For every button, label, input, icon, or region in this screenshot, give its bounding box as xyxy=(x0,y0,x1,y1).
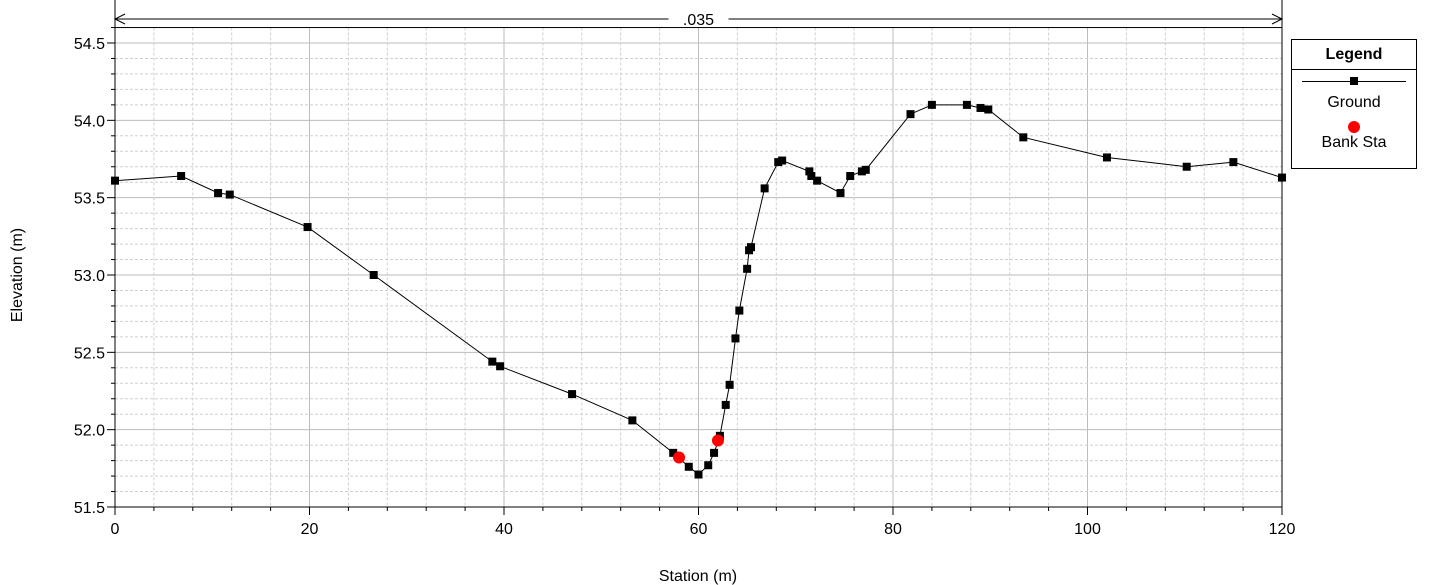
ground-point xyxy=(214,189,223,198)
ground-point xyxy=(496,362,505,371)
ground-point xyxy=(710,448,719,457)
legend-item-ground: Ground xyxy=(1292,70,1416,116)
y-tick-label: 54.5 xyxy=(74,36,105,53)
ground-point xyxy=(984,105,993,114)
grid xyxy=(115,27,1282,507)
ground-point xyxy=(813,176,822,185)
legend-label-bank-sta: Bank Sta xyxy=(1321,134,1387,151)
y-tick-label: 53.5 xyxy=(74,191,105,208)
ground-point xyxy=(225,190,234,199)
x-tick-label: 20 xyxy=(301,521,319,538)
y-axis-label: Elevation (m) xyxy=(9,228,26,322)
ground-point xyxy=(962,100,971,109)
ground-point xyxy=(725,380,734,389)
ground-point xyxy=(303,223,312,232)
x-tick-label: 0 xyxy=(111,521,120,538)
ground-point xyxy=(747,243,756,252)
legend-title: Legend xyxy=(1292,40,1416,70)
ground-point xyxy=(760,184,769,193)
ground-point xyxy=(694,470,703,479)
y-tick-label: 51.5 xyxy=(74,500,105,517)
x-tick-label: 120 xyxy=(1269,521,1296,538)
ground-point xyxy=(743,264,752,273)
ground-point xyxy=(1182,162,1191,171)
ground-point xyxy=(369,271,378,279)
ground-point xyxy=(778,156,787,165)
x-axis-label: Station (m) xyxy=(659,568,737,585)
ground-point xyxy=(731,334,740,343)
ground-point xyxy=(568,390,577,399)
y-tick-label: 52.0 xyxy=(74,423,105,440)
ground-point xyxy=(111,176,119,185)
ground-point xyxy=(721,400,730,409)
ground-point xyxy=(1278,173,1286,182)
ground-point xyxy=(906,110,915,119)
x-tick-label: 40 xyxy=(495,521,513,538)
x-axis-ticks: 0 20 40 60 80 100 120 xyxy=(111,507,1296,538)
bank-station-point xyxy=(711,434,724,447)
ground-point xyxy=(735,306,744,315)
y-axis-ticks: 51.5 52.0 52.5 53.0 53.5 54.0 54.5 xyxy=(74,27,115,517)
ground-point xyxy=(976,103,985,112)
manning-n-label: .035 xyxy=(683,12,714,29)
x-tick-label: 60 xyxy=(690,521,708,538)
ground-point xyxy=(861,165,870,174)
ground-point xyxy=(628,416,637,425)
ground-point xyxy=(488,357,497,366)
ground-point xyxy=(684,462,693,471)
ground-point xyxy=(927,100,936,109)
legend: Legend Ground Bank Sta xyxy=(1291,39,1417,169)
ground-point xyxy=(1229,158,1238,167)
legend-item-bank-sta: Bank Sta xyxy=(1292,116,1416,166)
data-series xyxy=(111,100,1286,479)
y-tick-label: 52.5 xyxy=(74,345,105,362)
circle-marker-icon xyxy=(1348,121,1360,133)
ground-point xyxy=(846,172,855,181)
arrow-head-left-icon xyxy=(113,13,126,25)
x-tick-label: 80 xyxy=(884,521,902,538)
y-tick-label: 53.0 xyxy=(74,268,105,285)
arrow-head-right-icon xyxy=(1271,13,1284,25)
ground-point xyxy=(1102,153,1111,162)
y-tick-label: 54.0 xyxy=(74,113,105,130)
ground-point xyxy=(669,448,678,457)
square-marker-icon xyxy=(1350,77,1358,85)
ground-point xyxy=(704,461,713,470)
x-tick-label: 100 xyxy=(1074,521,1101,538)
bank-station-point xyxy=(673,451,686,464)
manning-n-annotation: .035 xyxy=(113,0,1284,29)
ground-point xyxy=(1019,133,1028,142)
ground-point xyxy=(805,167,814,176)
ground-point xyxy=(177,172,186,181)
legend-label-ground: Ground xyxy=(1327,94,1381,111)
ground-point xyxy=(807,172,816,181)
ground-point xyxy=(836,189,845,198)
